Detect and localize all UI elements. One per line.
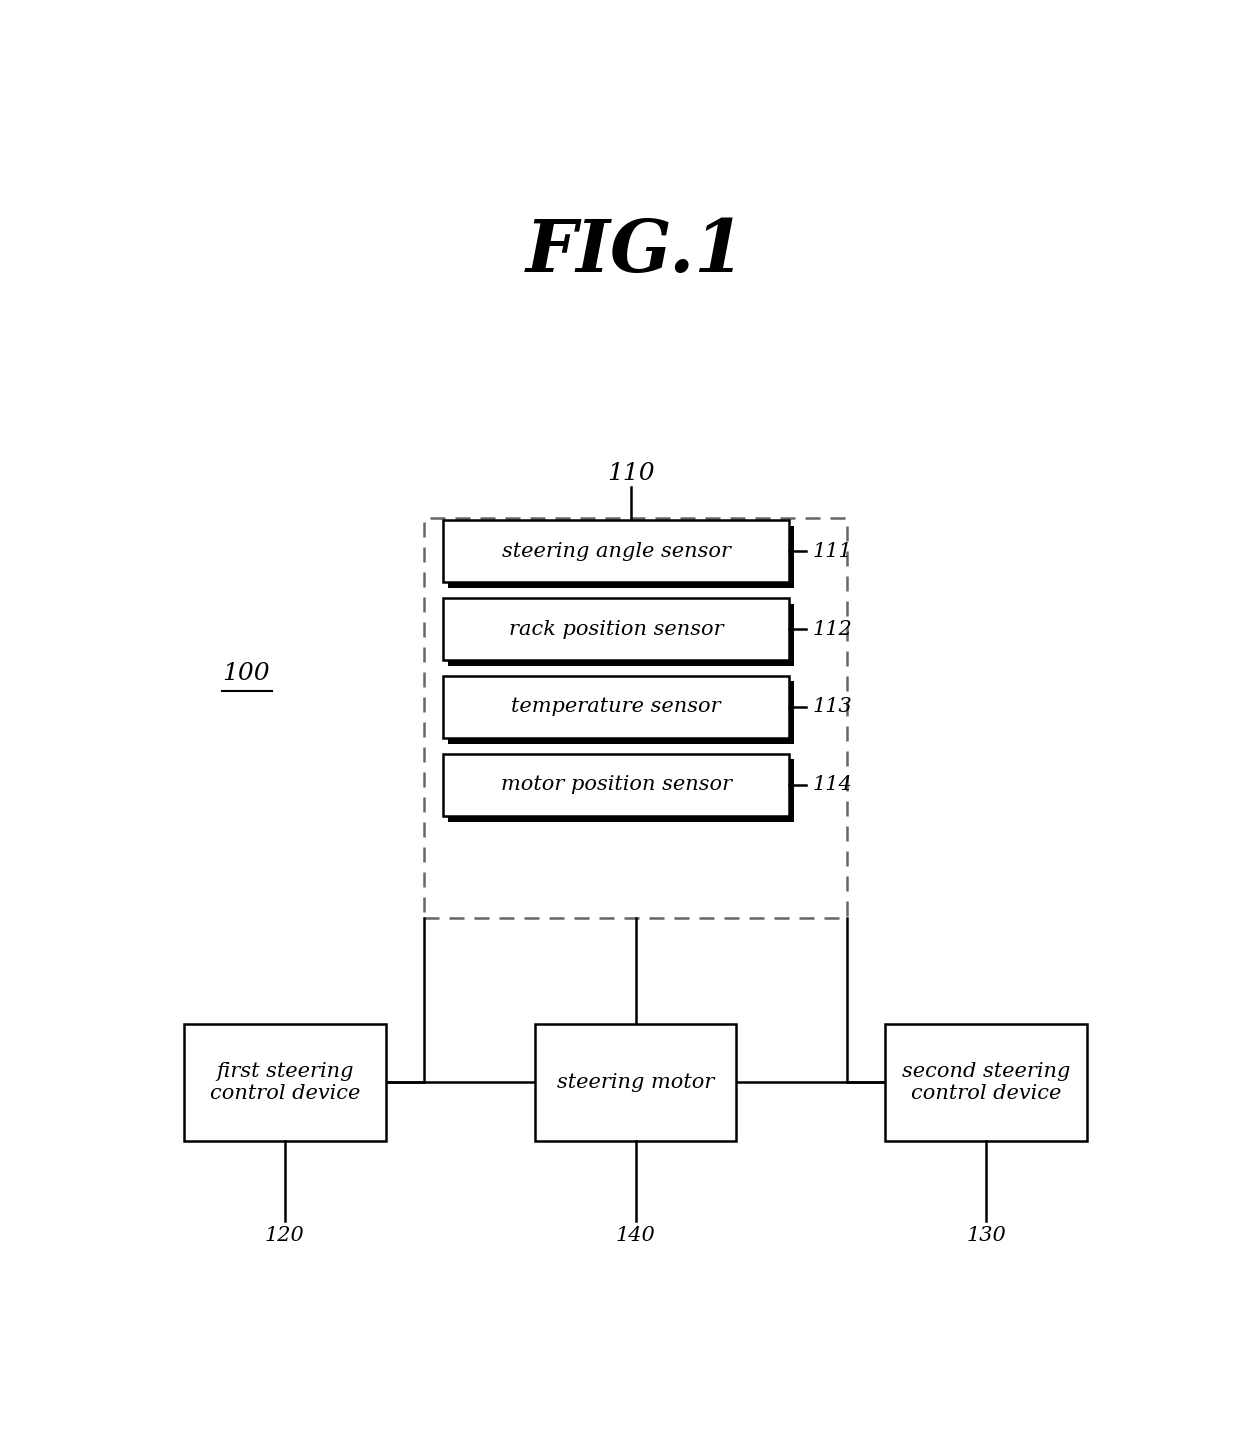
Text: 100: 100 xyxy=(222,661,270,684)
Text: temperature sensor: temperature sensor xyxy=(511,697,722,716)
Text: 112: 112 xyxy=(812,619,852,638)
Text: 110: 110 xyxy=(606,462,655,485)
Text: 113: 113 xyxy=(812,697,852,716)
Text: 120: 120 xyxy=(265,1226,305,1245)
Bar xyxy=(444,598,789,660)
Bar xyxy=(424,518,847,918)
Text: first steering
control device: first steering control device xyxy=(210,1061,360,1103)
Bar xyxy=(448,682,794,744)
Text: 114: 114 xyxy=(812,775,852,794)
Bar xyxy=(534,1024,737,1141)
Text: rack position sensor: rack position sensor xyxy=(508,619,724,638)
Text: steering motor: steering motor xyxy=(557,1073,714,1092)
Text: motor position sensor: motor position sensor xyxy=(501,775,732,794)
Bar xyxy=(885,1024,1087,1141)
Bar xyxy=(444,520,789,582)
Text: second steering
control device: second steering control device xyxy=(901,1061,1070,1103)
Text: 111: 111 xyxy=(812,542,852,560)
Bar xyxy=(448,760,794,822)
Text: FIG.1: FIG.1 xyxy=(526,215,745,286)
Bar xyxy=(444,754,789,816)
Text: 130: 130 xyxy=(966,1226,1006,1245)
Bar xyxy=(184,1024,386,1141)
Text: steering angle sensor: steering angle sensor xyxy=(502,542,730,560)
Bar xyxy=(448,526,794,588)
Text: 140: 140 xyxy=(615,1226,656,1245)
Bar xyxy=(444,676,789,738)
Bar xyxy=(448,604,794,666)
